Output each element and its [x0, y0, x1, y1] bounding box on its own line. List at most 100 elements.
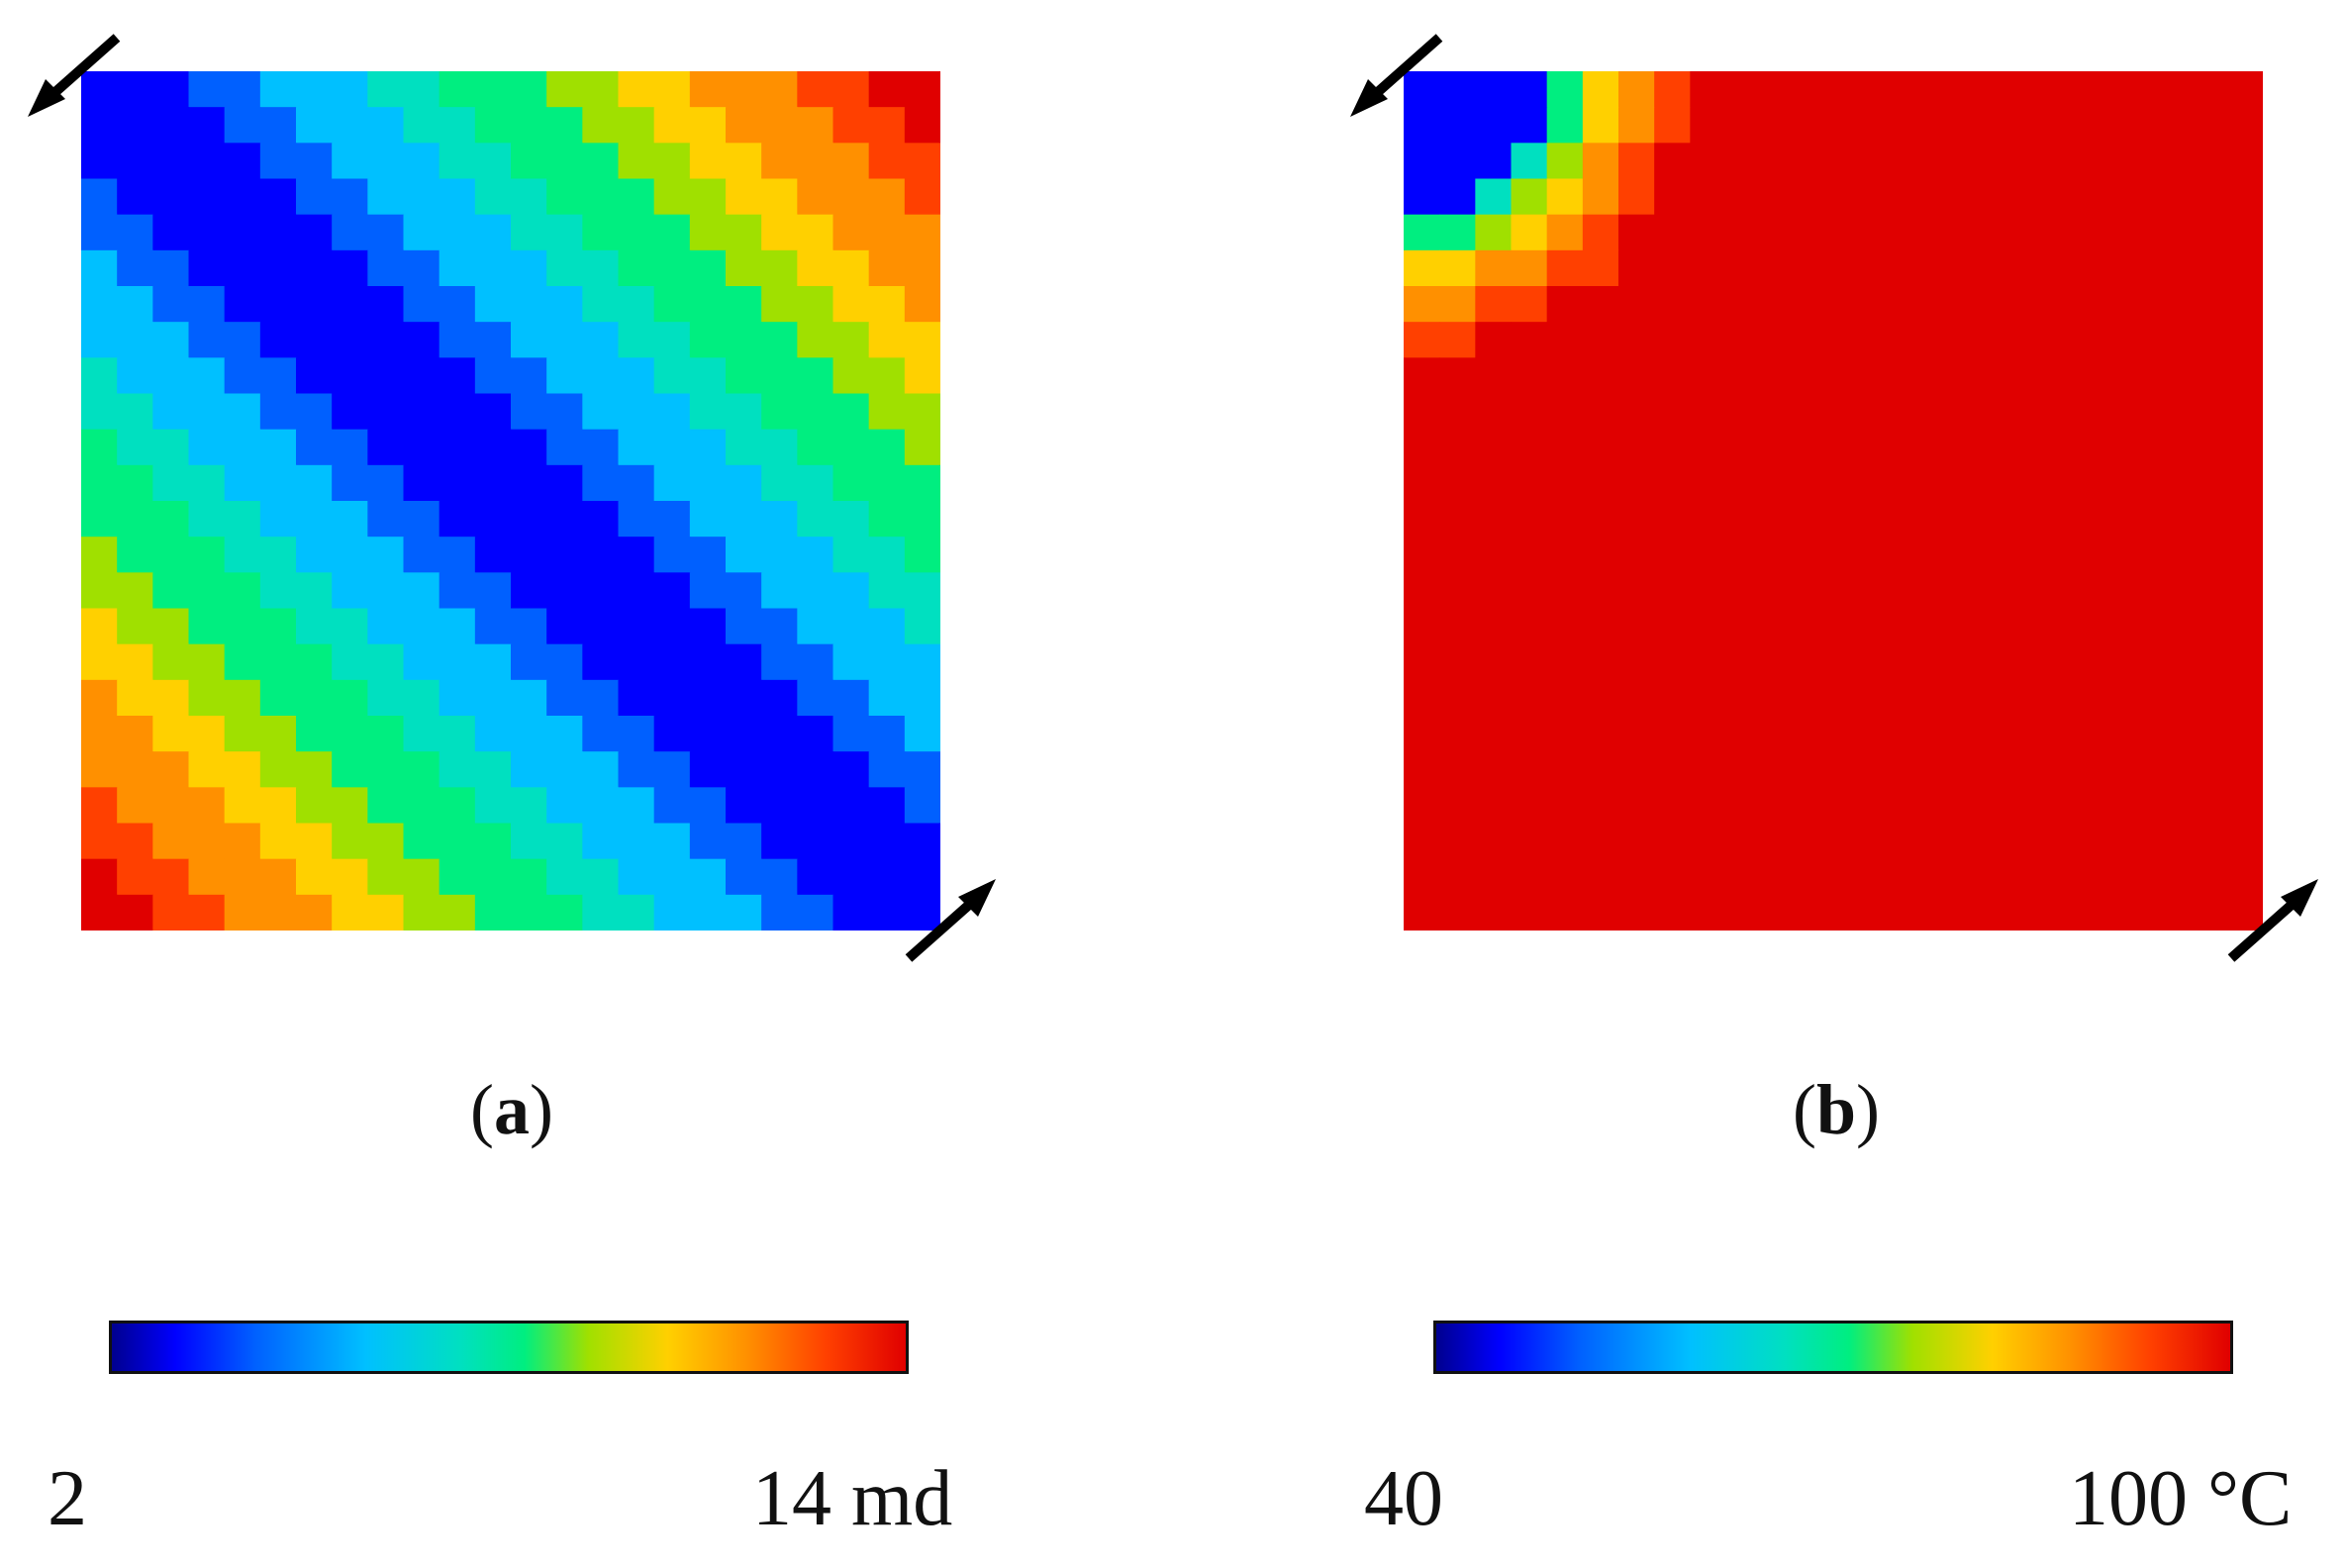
permeability-cell — [367, 537, 405, 573]
permeability-cell — [832, 429, 870, 466]
permeability-cell — [761, 322, 798, 358]
permeability-cell — [832, 357, 870, 395]
temperature-cell — [1976, 537, 2013, 573]
temperature-cell — [1725, 501, 1763, 538]
temperature-cell — [2011, 322, 2049, 358]
permeability-cell — [296, 178, 333, 216]
permeability-cell — [188, 286, 226, 323]
temperature-cell — [1582, 286, 1619, 323]
permeability-cell — [511, 858, 547, 896]
temperature-cell — [1618, 143, 1655, 180]
permeability-cell — [332, 286, 368, 323]
permeability-cell — [439, 357, 476, 395]
temperature-cell — [1905, 429, 1942, 466]
permeability-cell — [582, 71, 620, 108]
permeability-cell — [868, 429, 906, 466]
temperature-cell — [1905, 322, 1942, 358]
temperature-cell — [1940, 357, 1978, 395]
permeability-cell — [726, 894, 762, 931]
permeability-cell — [546, 249, 583, 287]
permeability-cell — [546, 464, 583, 502]
permeability-cell — [117, 751, 153, 788]
temperature-cell — [1582, 679, 1619, 717]
permeability-cell — [403, 823, 440, 860]
permeability-cell — [832, 393, 870, 431]
temperature-cell — [1797, 429, 1834, 466]
permeability-cell — [439, 894, 476, 931]
permeability-cell — [546, 572, 583, 610]
permeability-cell — [868, 501, 906, 538]
temperature-cell — [2155, 501, 2193, 538]
temperature-cell — [2191, 572, 2228, 610]
permeability-cell — [797, 679, 834, 717]
permeability-cell — [904, 858, 940, 896]
permeability-cell — [296, 608, 333, 645]
temperature-cell — [1618, 823, 1655, 860]
permeability-cell — [761, 71, 798, 108]
permeability-cell — [904, 249, 940, 287]
temperature-cell — [1976, 894, 2013, 931]
permeability-cell — [332, 429, 368, 466]
permeability-cell — [81, 393, 118, 431]
permeability-cell — [117, 537, 153, 573]
permeability-cell — [403, 143, 440, 180]
temperature-cell — [1439, 572, 1476, 610]
temperature-cell — [1833, 787, 1870, 825]
temperature-cell — [1546, 643, 1584, 681]
temperature-cell — [2048, 249, 2085, 287]
permeability-cell — [81, 572, 118, 610]
temperature-cell — [2119, 537, 2157, 573]
permeability-cell — [511, 464, 547, 502]
temperature-cell — [2226, 679, 2263, 717]
permeability-cell — [224, 787, 261, 825]
temperature-cell — [2048, 214, 2085, 251]
temperature-cell — [1976, 787, 2013, 825]
temperature-cell — [1546, 178, 1584, 216]
temperature-cell — [1761, 572, 1799, 610]
temperature-cell — [1761, 286, 1799, 323]
permeability-cell — [367, 608, 405, 645]
permeability-cell — [224, 143, 261, 180]
temperature-cell — [2119, 286, 2157, 323]
permeability-cell — [152, 249, 190, 287]
temperature-cell — [1404, 787, 1440, 825]
permeability-cell — [439, 107, 476, 144]
permeability-cell — [474, 464, 512, 502]
permeability-cell — [511, 894, 547, 931]
temperature-cell — [1511, 249, 1548, 287]
temperature-cell — [1797, 214, 1834, 251]
permeability-cell — [797, 178, 834, 216]
permeability-cell — [653, 143, 691, 180]
temperature-cell — [1582, 249, 1619, 287]
permeability-cell — [152, 322, 190, 358]
temperature-cell — [2119, 858, 2157, 896]
permeability-cell — [726, 107, 762, 144]
permeability-cell — [797, 858, 834, 896]
temperature-cell — [1439, 608, 1476, 645]
temperature-cell — [1475, 286, 1513, 323]
permeability-cell — [403, 322, 440, 358]
temperature-cell — [2011, 143, 2049, 180]
temperature-cell — [2155, 178, 2193, 216]
permeability-cell — [689, 143, 727, 180]
permeability-cell — [439, 572, 476, 610]
temperature-cell — [1797, 143, 1834, 180]
permeability-cell — [653, 787, 691, 825]
permeability-cell — [546, 71, 583, 108]
temperature-cell — [2226, 286, 2263, 323]
temperature-cell — [1797, 643, 1834, 681]
temperature-cell — [1833, 429, 1870, 466]
temperature-cell — [2048, 357, 2085, 395]
permeability-cell — [403, 858, 440, 896]
permeability-cell — [868, 143, 906, 180]
temperature-cell — [1976, 429, 2013, 466]
temperature-cell — [1654, 357, 1691, 395]
temperature-cell — [1618, 214, 1655, 251]
permeability-cell — [332, 716, 368, 752]
temperature-cell — [1582, 71, 1619, 108]
temperature-cell — [2226, 107, 2263, 144]
temperature-cell — [1475, 71, 1513, 108]
permeability-cell — [439, 178, 476, 216]
permeability-cell — [653, 823, 691, 860]
permeability-cell — [296, 464, 333, 502]
